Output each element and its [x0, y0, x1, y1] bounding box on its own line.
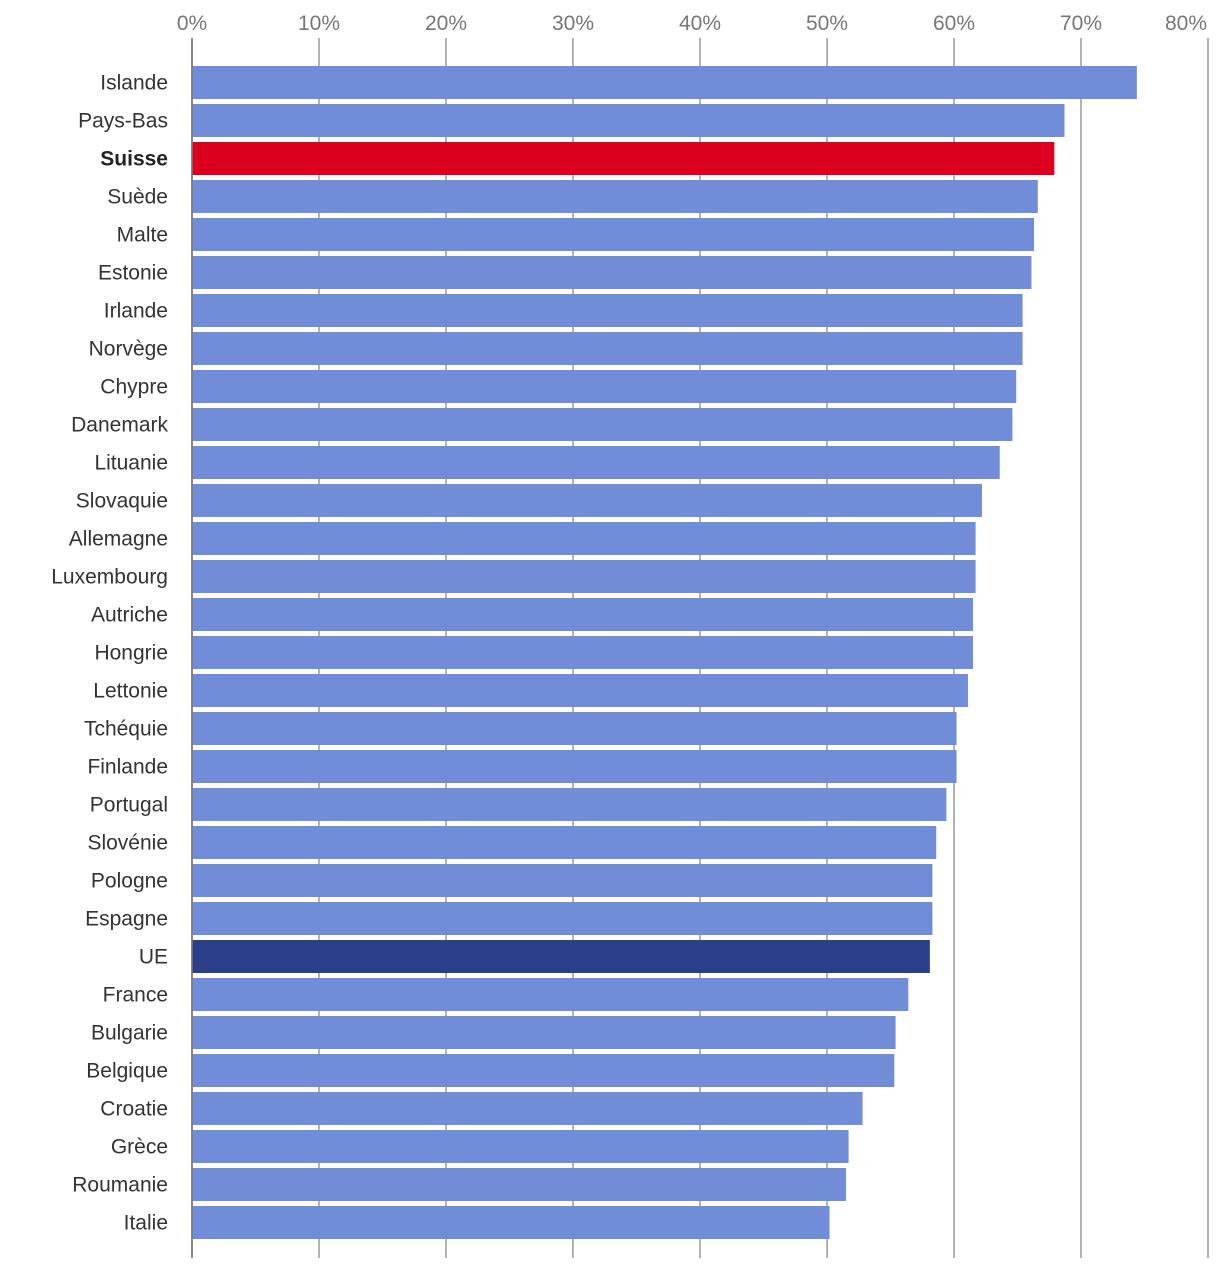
category-label: Lettonie [93, 680, 168, 703]
category-label: Pologne [91, 870, 168, 893]
x-axis-ticks: 0% 10% 20% 30% 40% 50% 60% 70% 80% [177, 12, 1207, 35]
bar-grèce [192, 1130, 849, 1163]
category-label: Hongrie [94, 642, 168, 665]
bar-autriche [192, 598, 974, 631]
bar-belgique [192, 1054, 895, 1087]
bars [192, 66, 1137, 1239]
bar-france [192, 978, 909, 1011]
bar-italie [192, 1206, 830, 1239]
bar-espagne [192, 902, 933, 935]
category-label: Pays-Bas [78, 110, 168, 133]
bar-tchéquie [192, 712, 957, 745]
x-tick-label: 70% [1060, 12, 1102, 35]
bar-norvège [192, 332, 1023, 365]
bar-finlande [192, 750, 957, 783]
category-label: UE [139, 946, 168, 969]
category-label: Finlande [87, 756, 168, 779]
category-label: Estonie [98, 262, 168, 285]
bar-ue [192, 940, 930, 973]
x-tick-label: 40% [679, 12, 721, 35]
category-label: Malte [117, 224, 168, 247]
bar-chypre [192, 370, 1017, 403]
category-label: Suède [107, 186, 168, 209]
bar-suède [192, 180, 1038, 213]
category-label: Slovaquie [76, 490, 168, 513]
category-label: Bulgarie [91, 1022, 168, 1045]
category-label: Norvège [89, 338, 168, 361]
category-label: Espagne [85, 908, 168, 931]
category-label: Slovénie [87, 832, 168, 855]
category-label: Autriche [91, 604, 168, 627]
category-label: Chypre [100, 376, 168, 399]
bar-roumanie [192, 1168, 847, 1201]
x-tick-label: 0% [177, 12, 207, 35]
bar-slovaquie [192, 484, 982, 517]
bar-pays-bas [192, 104, 1065, 137]
category-label: Portugal [90, 794, 168, 817]
category-label: Croatie [100, 1098, 168, 1121]
category-label: Danemark [71, 414, 168, 437]
bar-lettonie [192, 674, 968, 707]
category-label: Grèce [111, 1136, 168, 1159]
x-tick-label: 50% [806, 12, 848, 35]
bar-luxembourg [192, 560, 976, 593]
category-label: Islande [100, 72, 168, 95]
category-label: Allemagne [69, 528, 168, 551]
category-label: Tchéquie [84, 718, 168, 741]
x-tick-label: 10% [298, 12, 340, 35]
category-label: Suisse [100, 148, 168, 171]
category-label: France [103, 984, 168, 1007]
bar-suisse [192, 142, 1055, 175]
bar-pologne [192, 864, 933, 897]
category-label: Luxembourg [51, 566, 168, 589]
bar-hongrie [192, 636, 974, 669]
bar-islande [192, 66, 1137, 99]
bar-bulgarie [192, 1016, 896, 1049]
bar-portugal [192, 788, 947, 821]
category-label: Lituanie [94, 452, 168, 475]
bar-irlande [192, 294, 1023, 327]
category-label: Belgique [86, 1060, 168, 1083]
x-tick-label: 30% [552, 12, 594, 35]
bar-danemark [192, 408, 1013, 441]
bar-estonie [192, 256, 1032, 289]
category-labels: Islande Pays-Bas Suisse Suède Malte Estonie Ir… [51, 72, 168, 1235]
x-tick-label: 80% [1165, 12, 1207, 35]
bar-croatie [192, 1092, 863, 1125]
category-label: Irlande [104, 300, 168, 323]
category-label: Italie [124, 1212, 168, 1235]
bar-malte [192, 218, 1035, 251]
bar-allemagne [192, 522, 976, 555]
bar-lituanie [192, 446, 1000, 479]
x-tick-label: 20% [425, 12, 467, 35]
bar-slovénie [192, 826, 937, 859]
category-label: Roumanie [72, 1174, 168, 1197]
x-tick-label: 60% [933, 12, 975, 35]
